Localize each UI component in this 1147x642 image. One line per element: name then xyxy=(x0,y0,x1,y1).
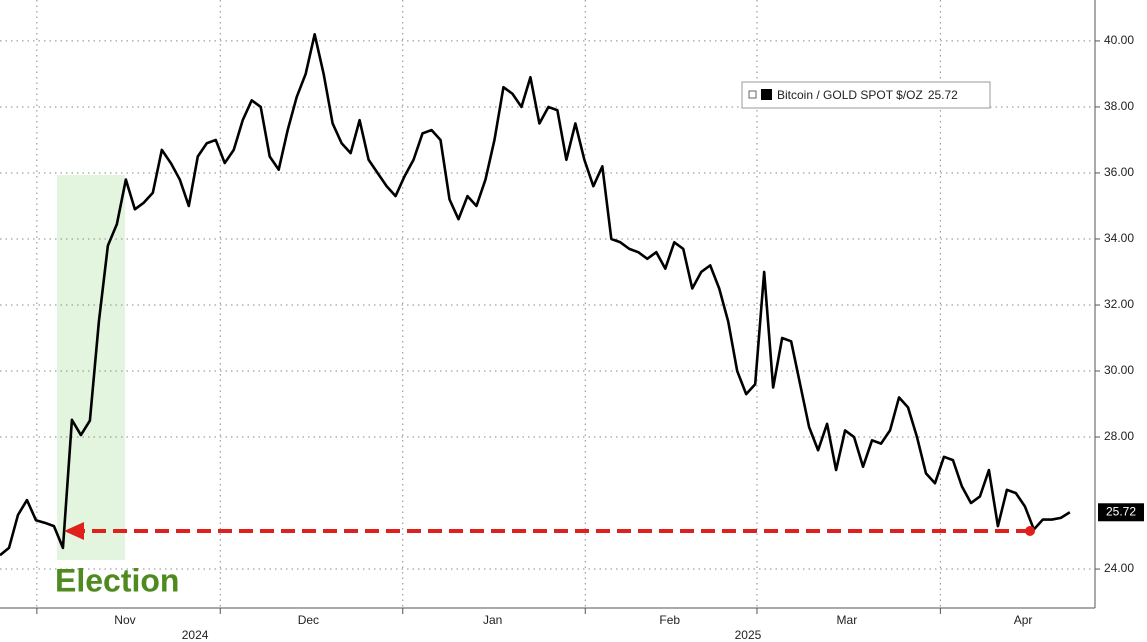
y-tick-label: 34.00 xyxy=(1104,231,1134,245)
y-tick-label: 40.00 xyxy=(1104,33,1134,47)
plot xyxy=(0,33,1071,557)
legend-box xyxy=(741,81,991,109)
x-tick-label: Nov xyxy=(114,613,135,627)
x-tick-label: Apr xyxy=(1014,613,1033,627)
legend-icon xyxy=(748,90,757,99)
legend-label: Bitcoin / GOLD SPOT $/OZ xyxy=(777,88,923,102)
data-line xyxy=(0,33,1071,557)
arrow-dot xyxy=(1025,526,1035,536)
annotation: Election xyxy=(55,562,179,598)
x-tick-label: Dec xyxy=(298,613,319,627)
last-value-tag xyxy=(1098,503,1144,522)
y-tick-label: 36.00 xyxy=(1104,165,1134,179)
y-tick-label: 28.00 xyxy=(1104,429,1134,443)
year-label: 2025 xyxy=(735,628,762,642)
y-tick-label: 38.00 xyxy=(1104,99,1134,113)
x-tick-label: Feb xyxy=(659,613,680,627)
election-highlight xyxy=(57,175,125,560)
legend-swatch xyxy=(761,89,772,100)
y-tick-label: 32.00 xyxy=(1104,297,1134,311)
y-tick-label: 30.00 xyxy=(1104,363,1134,377)
y-tick-label: 24.00 xyxy=(1104,561,1134,575)
x-tick-label: Mar xyxy=(837,613,858,627)
year-label: 2024 xyxy=(182,628,209,642)
arrow-head xyxy=(64,522,84,540)
legend-value: 25.72 xyxy=(928,88,958,102)
x-tick-label: Jan xyxy=(483,613,502,627)
legend: Bitcoin / GOLD SPOT $/OZ 25.72 xyxy=(741,81,991,109)
grid xyxy=(0,0,1095,608)
last-value-label: 25.72 xyxy=(1106,504,1136,518)
